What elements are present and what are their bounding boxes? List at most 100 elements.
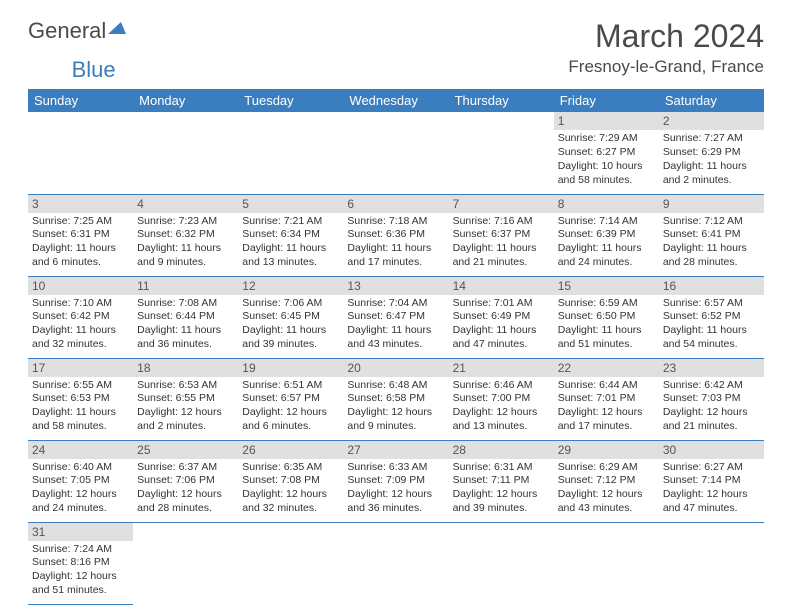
day-number: 2	[659, 112, 764, 130]
day-cell: 1 Sunrise: 7:29 AMSunset: 6:27 PMDaylight…	[554, 112, 659, 194]
day-number: 20	[343, 359, 448, 377]
empty-cell	[554, 522, 659, 604]
day-cell: 9Sunrise: 7:12 AMSunset: 6:41 PMDaylight…	[659, 194, 764, 276]
day-cell: 15Sunrise: 6:59 AMSunset: 6:50 PMDayligh…	[554, 276, 659, 358]
day-cell: 13 Sunrise: 7:04 AMSunset: 6:47 PMDayligh…	[343, 276, 448, 358]
day-info: Sunrise: 7:12 AMSunset: 6:41 PMDaylight:…	[661, 215, 762, 270]
day-number: 31	[28, 523, 133, 541]
weekday-header: Tuesday	[238, 89, 343, 112]
empty-cell	[238, 112, 343, 194]
day-number: 4	[133, 195, 238, 213]
weekday-header: Sunday	[28, 89, 133, 112]
day-number: 8	[554, 195, 659, 213]
day-info: Sunrise: 6:57 AMSunset: 6:52 PMDaylight:…	[661, 297, 762, 352]
day-number: 6	[343, 195, 448, 213]
day-number: 13	[343, 277, 448, 295]
day-number: 28	[449, 441, 554, 459]
day-info: Sunrise: 7:01 AMSunset: 6:49 PMDaylight:…	[451, 297, 552, 352]
day-number: 12	[238, 277, 343, 295]
day-number: 29	[554, 441, 659, 459]
day-number: 26	[238, 441, 343, 459]
day-info: Sunrise: 6:46 AMSunset: 7:00 PMDaylight:…	[451, 379, 552, 434]
empty-cell	[343, 522, 448, 604]
day-info: Sunrise: 6:48 AMSunset: 6:58 PMDaylight:…	[345, 379, 446, 434]
day-number: 18	[133, 359, 238, 377]
day-info: Sunrise: 6:35 AMSunset: 7:08 PMDaylight:…	[240, 461, 341, 516]
day-info: Sunrise: 6:44 AMSunset: 7:01 PMDaylight:…	[556, 379, 657, 434]
empty-cell	[28, 112, 133, 194]
day-info: Sunrise: 7:16 AMSunset: 6:37 PMDaylight:…	[451, 215, 552, 270]
day-info: Sunrise: 7:24 AMSunset: 8:16 PMDaylight:…	[30, 543, 131, 598]
day-cell: 23 Sunrise: 6:42 AMSunset: 7:03 PMDayligh…	[659, 358, 764, 440]
day-cell: 26 Sunrise: 6:35 AMSunset: 7:08 PMDayligh…	[238, 440, 343, 522]
day-info: Sunrise: 7:21 AMSunset: 6:34 PMDaylight:…	[240, 215, 341, 270]
day-cell: 27 Sunrise: 6:33 AMSunset: 7:09 PMDayligh…	[343, 440, 448, 522]
weekday-header: Thursday	[449, 89, 554, 112]
day-cell: 6 Sunrise: 7:18 AMSunset: 6:36 PMDaylight…	[343, 194, 448, 276]
day-cell: 5 Sunrise: 7:21 AMSunset: 6:34 PMDaylight…	[238, 194, 343, 276]
day-number: 24	[28, 441, 133, 459]
empty-cell	[238, 522, 343, 604]
day-cell: 21 Sunrise: 6:46 AMSunset: 7:00 PMDayligh…	[449, 358, 554, 440]
day-info: Sunrise: 6:31 AMSunset: 7:11 PMDaylight:…	[451, 461, 552, 516]
day-cell: 25 Sunrise: 6:37 AMSunset: 7:06 PMDayligh…	[133, 440, 238, 522]
day-cell: 12 Sunrise: 7:06 AMSunset: 6:45 PMDayligh…	[238, 276, 343, 358]
empty-cell	[133, 112, 238, 194]
day-cell: 28 Sunrise: 6:31 AMSunset: 7:11 PMDayligh…	[449, 440, 554, 522]
day-info: Sunrise: 6:37 AMSunset: 7:06 PMDaylight:…	[135, 461, 236, 516]
day-number: 21	[449, 359, 554, 377]
day-number: 15	[554, 277, 659, 295]
day-info: Sunrise: 6:27 AMSunset: 7:14 PMDaylight:…	[661, 461, 762, 516]
weekday-header: Monday	[133, 89, 238, 112]
day-info: Sunrise: 6:42 AMSunset: 7:03 PMDaylight:…	[661, 379, 762, 434]
day-cell: 20 Sunrise: 6:48 AMSunset: 6:58 PMDayligh…	[343, 358, 448, 440]
day-number: 5	[238, 195, 343, 213]
empty-cell	[343, 112, 448, 194]
calendar-body: 1 Sunrise: 7:29 AMSunset: 6:27 PMDaylight…	[28, 112, 764, 604]
day-number: 11	[133, 277, 238, 295]
day-info: Sunrise: 7:04 AMSunset: 6:47 PMDaylight:…	[345, 297, 446, 352]
day-number: 22	[554, 359, 659, 377]
day-cell: 2Sunrise: 7:27 AMSunset: 6:29 PMDaylight…	[659, 112, 764, 194]
day-number: 23	[659, 359, 764, 377]
day-number: 1	[554, 112, 659, 130]
flag-icon	[108, 22, 130, 34]
day-info: Sunrise: 6:33 AMSunset: 7:09 PMDaylight:…	[345, 461, 446, 516]
logo-word1: General	[28, 18, 106, 44]
day-cell: 3Sunrise: 7:25 AMSunset: 6:31 PMDaylight…	[28, 194, 133, 276]
empty-cell	[449, 112, 554, 194]
day-info: Sunrise: 6:53 AMSunset: 6:55 PMDaylight:…	[135, 379, 236, 434]
day-number: 30	[659, 441, 764, 459]
weekday-header-row: SundayMondayTuesdayWednesdayThursdayFrid…	[28, 89, 764, 112]
day-number: 14	[449, 277, 554, 295]
day-info: Sunrise: 7:14 AMSunset: 6:39 PMDaylight:…	[556, 215, 657, 270]
logo: General	[28, 18, 130, 44]
weekday-header: Saturday	[659, 89, 764, 112]
day-cell: 31 Sunrise: 7:24 AMSunset: 8:16 PMDayligh…	[28, 522, 133, 604]
weekday-header: Wednesday	[343, 89, 448, 112]
day-cell: 4Sunrise: 7:23 AMSunset: 6:32 PMDaylight…	[133, 194, 238, 276]
day-number: 27	[343, 441, 448, 459]
empty-cell	[449, 522, 554, 604]
day-cell: 10Sunrise: 7:10 AMSunset: 6:42 PMDayligh…	[28, 276, 133, 358]
day-cell: 7 Sunrise: 7:16 AMSunset: 6:37 PMDaylight…	[449, 194, 554, 276]
day-info: Sunrise: 7:06 AMSunset: 6:45 PMDaylight:…	[240, 297, 341, 352]
day-info: Sunrise: 7:18 AMSunset: 6:36 PMDaylight:…	[345, 215, 446, 270]
day-cell: 17 Sunrise: 6:55 AMSunset: 6:53 PMDayligh…	[28, 358, 133, 440]
day-cell: 18 Sunrise: 6:53 AMSunset: 6:55 PMDayligh…	[133, 358, 238, 440]
day-number: 17	[28, 359, 133, 377]
logo-word2: Blue	[72, 57, 116, 83]
day-number: 25	[133, 441, 238, 459]
day-cell: 8 Sunrise: 7:14 AMSunset: 6:39 PMDaylight…	[554, 194, 659, 276]
day-cell: 29Sunrise: 6:29 AMSunset: 7:12 PMDayligh…	[554, 440, 659, 522]
title-block: March 2024 Fresnoy-le-Grand, France	[568, 18, 764, 77]
day-info: Sunrise: 6:51 AMSunset: 6:57 PMDaylight:…	[240, 379, 341, 434]
day-info: Sunrise: 7:08 AMSunset: 6:44 PMDaylight:…	[135, 297, 236, 352]
day-number: 10	[28, 277, 133, 295]
day-info: Sunrise: 6:55 AMSunset: 6:53 PMDaylight:…	[30, 379, 131, 434]
day-cell: 19 Sunrise: 6:51 AMSunset: 6:57 PMDayligh…	[238, 358, 343, 440]
day-cell: 11 Sunrise: 7:08 AMSunset: 6:44 PMDayligh…	[133, 276, 238, 358]
day-number: 7	[449, 195, 554, 213]
day-info: Sunrise: 7:29 AMSunset: 6:27 PMDaylight:…	[556, 132, 657, 187]
day-number: 19	[238, 359, 343, 377]
